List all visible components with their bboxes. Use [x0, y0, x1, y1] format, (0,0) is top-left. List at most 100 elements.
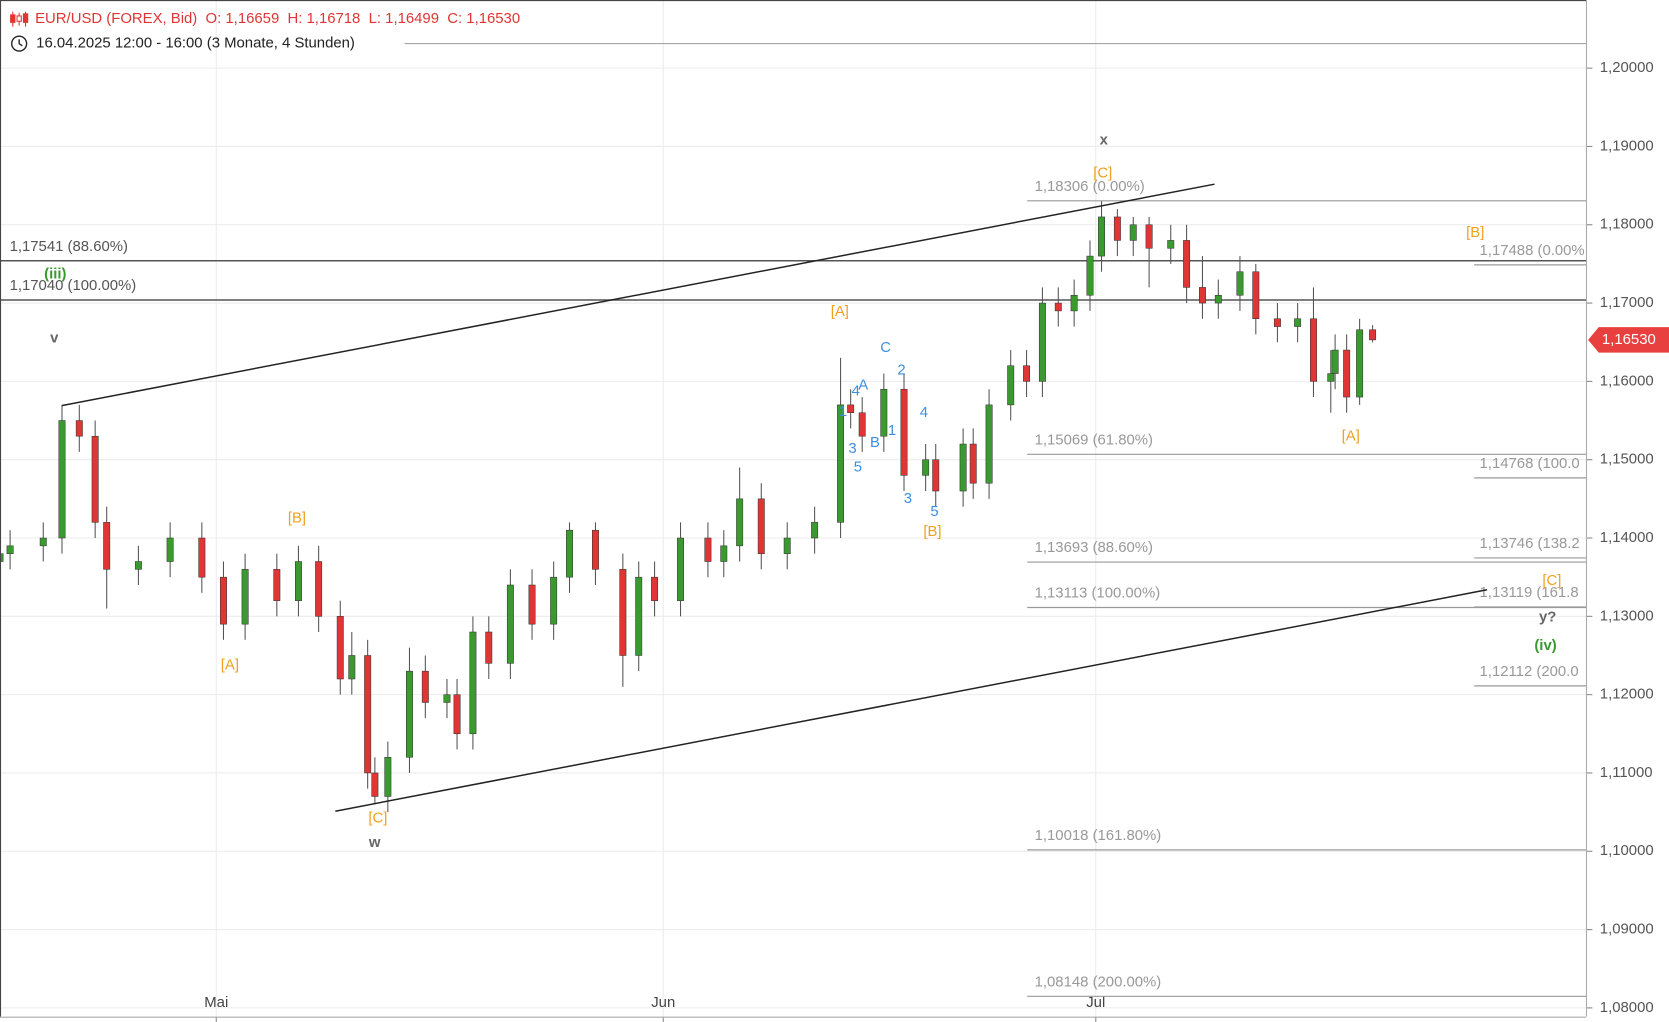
- candle-body: [506, 584, 514, 664]
- candle-body: [406, 670, 413, 758]
- candle-body: [198, 537, 206, 578]
- wave-label: A: [858, 377, 868, 393]
- candle-body: [469, 631, 477, 735]
- candle-body: [421, 670, 429, 703]
- y-tick-label: 1,17000: [1600, 295, 1654, 311]
- candle-body: [528, 584, 536, 625]
- wave-label: 4: [852, 384, 860, 400]
- candle-body: [1369, 329, 1377, 341]
- candle-body: [1098, 216, 1105, 257]
- symbol-icon: [10, 11, 29, 27]
- candle-body: [1310, 318, 1317, 382]
- candle-body: [1294, 318, 1302, 327]
- level-label: 1,08148 (200.00%): [1035, 974, 1162, 990]
- candle-body: [1356, 329, 1364, 398]
- trend-line: [61, 183, 1215, 407]
- y-tick-label: 1,18000: [1600, 217, 1654, 233]
- candle-body: [1167, 240, 1175, 249]
- candle-body: [348, 655, 356, 680]
- candle-body: [241, 569, 249, 625]
- candle-body: [0, 553, 4, 562]
- candle-body: [619, 569, 627, 656]
- candle-body: [704, 537, 712, 562]
- wave-label: [B]: [923, 524, 941, 540]
- y-tick-label: 1,20000: [1600, 60, 1654, 76]
- candle-body: [1007, 365, 1015, 406]
- candle-body: [75, 420, 83, 437]
- wave-label: (iii): [44, 267, 66, 283]
- wave-label: w: [368, 835, 381, 851]
- candle-body: [1054, 302, 1062, 312]
- candle-body: [1273, 318, 1281, 327]
- candle-body: [294, 561, 302, 601]
- candle-body: [736, 498, 744, 547]
- wave-label: C: [880, 340, 891, 356]
- wave-label: 2: [897, 362, 905, 378]
- wave-label: [A]: [221, 657, 239, 673]
- last-price-label: 1,16530: [1602, 332, 1656, 348]
- y-tick-label: 1,13000: [1600, 608, 1654, 624]
- wave-label: [C]: [1542, 573, 1561, 589]
- y-tick-label: 1,19000: [1600, 138, 1654, 154]
- candle-body: [1331, 349, 1339, 374]
- candle-body: [1038, 302, 1046, 382]
- levels: 1,17541 (88.60%) 1,17040 (100.00%) 1,18306…: [0, 179, 1586, 997]
- candle-body: [1183, 240, 1191, 288]
- wave-label: [A]: [1342, 428, 1360, 444]
- candle-body: [315, 561, 323, 617]
- candle-body: [550, 576, 558, 625]
- candle-body: [1198, 287, 1206, 304]
- candle-body: [880, 388, 888, 437]
- x-tick-label: Jul: [1086, 995, 1105, 1011]
- level-label: 1,13119 (161.8: [1480, 585, 1579, 601]
- candle-body: [858, 412, 866, 437]
- x-tick-label: Jun: [651, 995, 675, 1011]
- level-label: 1,13113 (100.00%): [1035, 586, 1161, 602]
- y-tick-label: 1,10000: [1600, 843, 1654, 859]
- candle-body: [134, 561, 142, 570]
- wave-label: [C]: [1093, 165, 1112, 181]
- candle-body: [1086, 255, 1094, 296]
- candle-body: [932, 459, 940, 492]
- candle-body: [677, 537, 684, 601]
- candle-body: [720, 545, 728, 562]
- candle-body: [103, 522, 111, 570]
- candle-body: [39, 537, 47, 547]
- level-label: 1,18306 (0.00%): [1035, 179, 1145, 195]
- wave-label: 1: [839, 404, 847, 420]
- candle-body: [922, 459, 930, 476]
- candle-body: [485, 631, 493, 664]
- candle-body: [220, 576, 227, 625]
- y-tick-label: 1,08000: [1600, 1000, 1654, 1016]
- candle-body: [985, 404, 993, 484]
- trend-line: [335, 589, 1488, 812]
- wave-label: [A]: [831, 304, 849, 320]
- wave-label: (iv): [1534, 638, 1556, 654]
- wave-label: [B]: [288, 510, 306, 526]
- candle-body: [1070, 294, 1078, 312]
- wave-label: v: [50, 330, 59, 346]
- y-tick-label: 1,15000: [1600, 452, 1654, 468]
- candle-body: [847, 404, 855, 413]
- wave-label: 1: [888, 423, 896, 439]
- level-label: 1,17541 (88.60%): [10, 239, 128, 255]
- y-tick-label: 1,09000: [1600, 922, 1654, 938]
- wave-label: [C]: [368, 811, 387, 827]
- level-label: 1,13693 (88.60%): [1035, 540, 1153, 556]
- candle-body: [900, 388, 908, 476]
- chart-subtitle: 16.04.2025 12:00 - 16:00 (3 Monate, 4 St…: [36, 36, 355, 52]
- level-label: 1,14768 (100.0: [1480, 456, 1580, 472]
- candle-body: [364, 655, 372, 774]
- candle-body: [651, 576, 659, 601]
- candle-body: [6, 545, 14, 554]
- candle-body: [91, 435, 99, 523]
- level-label: 1,17040 (100.00%): [10, 278, 137, 294]
- candle-body: [384, 757, 392, 797]
- candle-body: [1113, 216, 1121, 241]
- candle-body: [166, 537, 174, 562]
- candle-body: [1129, 224, 1137, 241]
- wave-label: 4: [920, 405, 928, 421]
- level-label: 1,15069 (61.80%): [1035, 432, 1153, 448]
- candle-body: [592, 529, 599, 570]
